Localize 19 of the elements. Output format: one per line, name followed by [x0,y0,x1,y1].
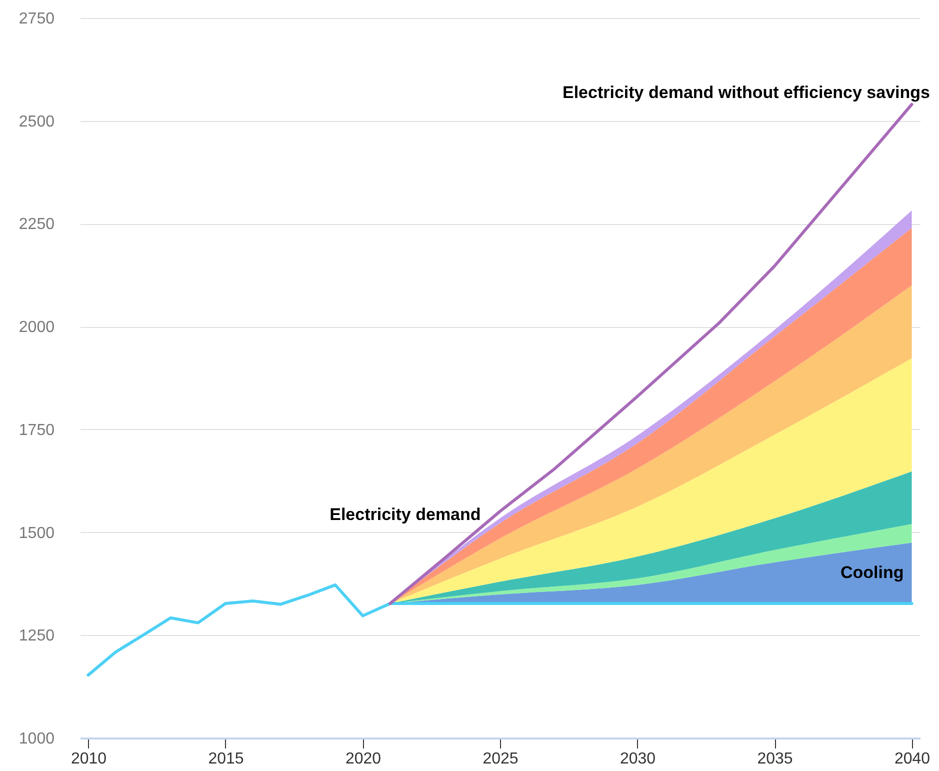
y-tick-label: 1000 [18,730,55,748]
y-tick-label: 2250 [18,216,55,234]
y-tick-label: 1250 [18,628,55,645]
line-series [86,583,914,677]
annotation: Electricity demand [330,504,481,524]
x-tick-label: 2020 [345,750,382,768]
x-tick-label: 2010 [70,750,107,768]
x-tick-label: 2040 [894,750,930,768]
series-label: Cooling [840,563,904,582]
x-tick-label: 2015 [208,750,244,768]
annotation: Electricity demand without efficiency savings [562,83,930,102]
y-tick-label: 1500 [18,524,55,542]
y-tick-label: 1750 [18,422,55,439]
x-tick-label: 2035 [757,750,793,768]
x-tick-label: 2025 [482,750,518,768]
y-tick-label: 2750 [18,10,55,28]
y-tick-label: 2000 [18,319,55,336]
x-tick-label: 2030 [620,750,656,768]
y-tick-label: 2500 [18,113,55,130]
